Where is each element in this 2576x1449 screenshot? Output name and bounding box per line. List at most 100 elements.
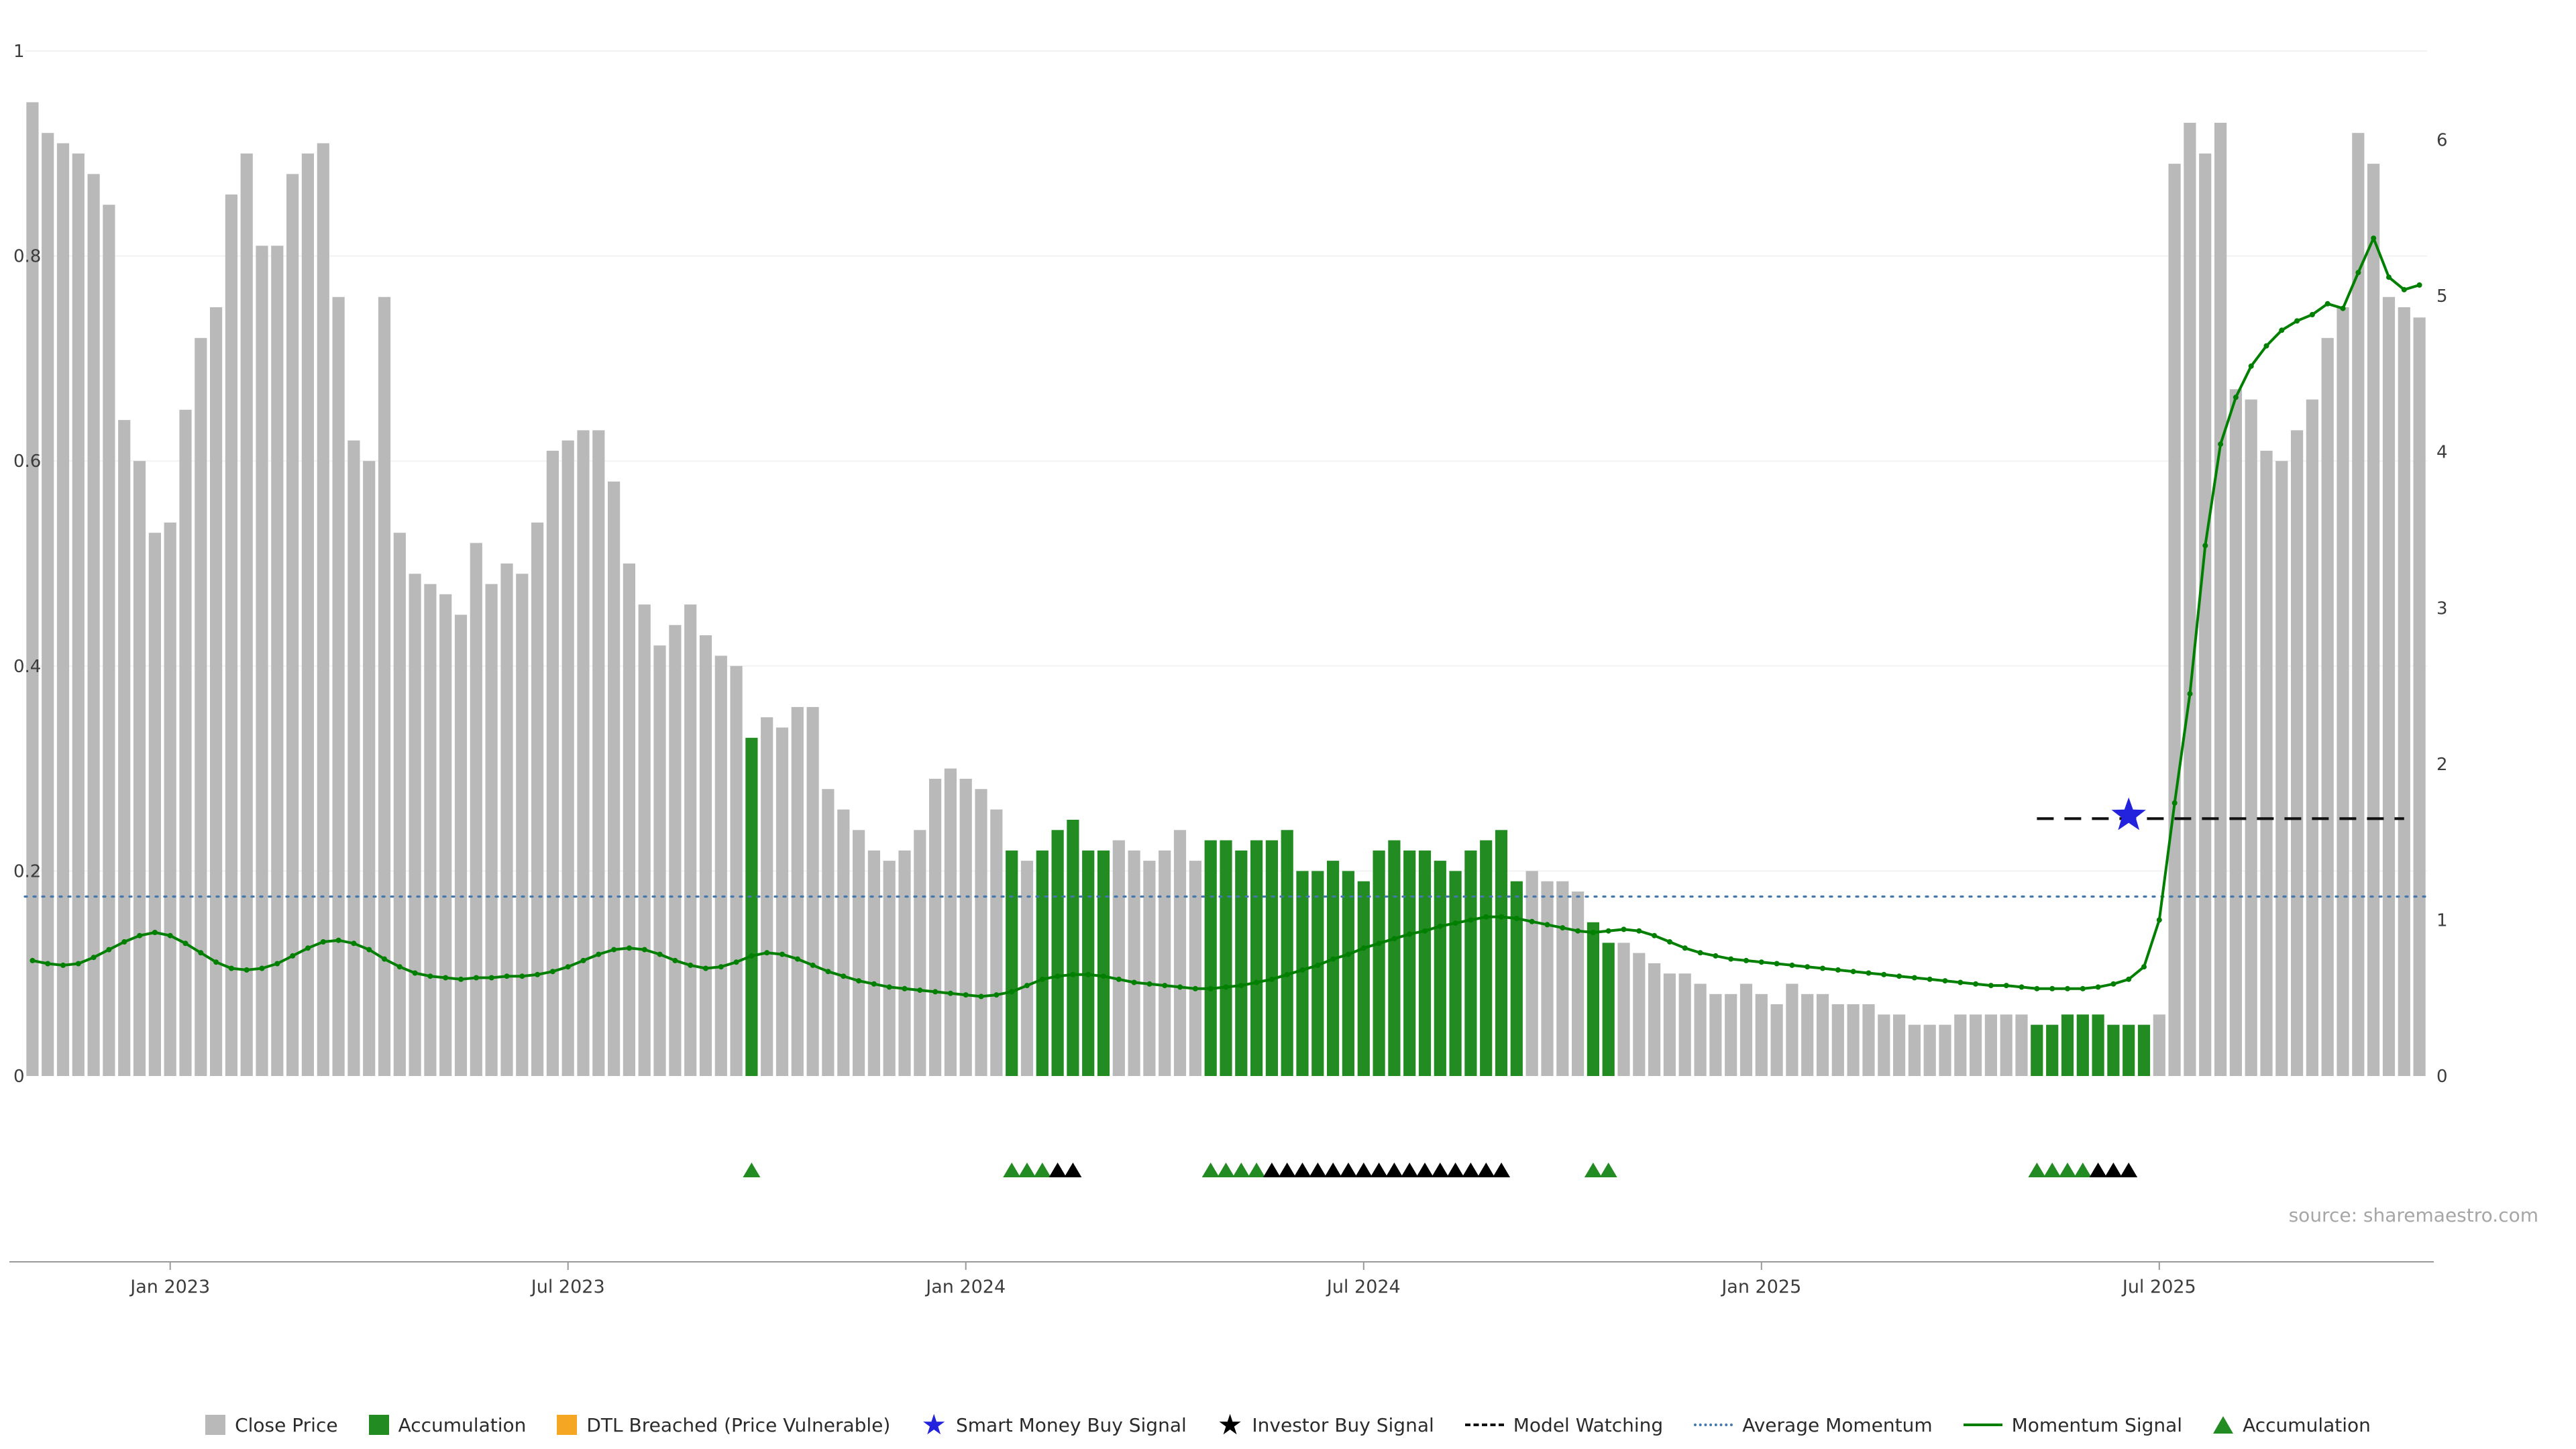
legend-label: Investor Buy Signal [1252,1413,1434,1436]
accumulation-bar [1220,840,1232,1076]
close-price-bar [148,533,161,1076]
momentum-signal-point [382,956,387,962]
close-price-bar [454,614,468,1076]
x-tick-label: Jan 2023 [129,1277,210,1297]
accumulation-bar [1418,850,1432,1076]
investor-triangle-icon [1049,1163,1067,1177]
legend-item-close-price: Close Price [205,1414,338,1436]
close-price-bar [332,297,345,1077]
close-price-bar [653,645,666,1076]
close-price-bar [2352,133,2365,1077]
left-axis-tick-label: 0.8 [13,247,41,267]
investor-triangle-icon [1263,1163,1281,1177]
momentum-signal-point [2110,981,2116,987]
close-price-bar [561,440,574,1076]
close-price-bar [623,564,635,1076]
accumulation-bar [1036,850,1049,1076]
accumulation-bar [1464,850,1477,1076]
accumulation-bar [1388,840,1401,1076]
accumulation-triangle-icon [2028,1163,2046,1177]
momentum-signal-point [1544,922,1550,928]
accumulation-triangle-icon [743,1163,761,1177]
accumulation-triangle-icon [1217,1163,1235,1177]
momentum-signal-point [1269,976,1275,982]
close-price-bar [1816,994,1829,1076]
investor-triangle-icon [1401,1163,1419,1177]
momentum-signal-point [152,930,158,935]
momentum-signal-point [2034,985,2040,991]
momentum-signal-point [2340,305,2346,311]
momentum-signal-point [30,957,36,963]
momentum-signal-point [2309,312,2315,317]
momentum-signal-point [2416,282,2422,288]
momentum-signal-point [1728,956,1734,962]
average-momentum-line-icon [1694,1424,1733,1426]
close-price-bar [837,809,850,1076]
close-price-bar [1648,963,1661,1076]
momentum-signal-point [274,961,280,967]
close-price-bar [929,778,942,1076]
investor-triangle-icon [1385,1163,1403,1177]
momentum-signal-point [672,957,678,963]
accumulation-bar [2046,1024,2059,1076]
close-price-bar [363,461,376,1076]
momentum-signal-point [488,975,494,981]
momentum-signal-point [1376,941,1382,947]
momentum-signal-point [2003,983,2009,989]
momentum-signal-point [519,973,525,979]
momentum-signal-point [1468,917,1474,923]
close-price-bar [2260,450,2273,1076]
close-price-bar [791,706,804,1076]
legend-item-investor-buy-signal: ★ Investor Buy Signal [1218,1411,1434,1439]
smart-money-star-icon [2111,797,2146,830]
momentum-signal-point [1024,983,1030,989]
close-price-bar [286,174,299,1076]
investor-triangle-icon [2120,1163,2138,1177]
accumulation-triangle-icon [2059,1163,2076,1177]
momentum-signal-point [1881,971,1887,977]
left-axis-tick-label: 0.6 [13,451,41,472]
close-price-bar [2382,297,2396,1077]
right-axis-tick-label: 2 [2436,755,2448,775]
legend-label: Accumulation [2243,1413,2371,1436]
close-price-bar [1633,953,1646,1076]
close-price-bar [990,809,1003,1076]
momentum-signal-point [60,962,66,968]
momentum-signal-point [1820,965,1825,971]
momentum-signal-point [1483,914,1489,920]
close-price-bar [72,153,85,1076]
momentum-signal-point [657,951,663,957]
momentum-signal-point [535,971,541,977]
close-price-bar [500,564,513,1076]
left-axis-tick-label: 0 [13,1067,25,1087]
momentum-signal-point [1942,978,1948,984]
momentum-signal-point [1682,945,1688,951]
legend-item-momentum-signal: Momentum Signal [1963,1414,2182,1436]
accumulation-bar [1602,943,1615,1076]
close-price-bar [1878,1014,1890,1076]
momentum-signal-point [1452,920,1458,926]
close-price-bar [1801,994,1814,1076]
momentum-signal-point [1360,945,1366,951]
investor-triangle-icon [1064,1163,1082,1177]
momentum-signal-point [320,939,326,945]
momentum-signal-point [1238,983,1244,989]
momentum-signal-point [994,992,1000,998]
momentum-signal-point [1605,928,1611,934]
close-price-bar [26,102,39,1076]
momentum-signal-point [2233,394,2239,400]
accumulation-triangle-icon [1232,1163,1250,1177]
momentum-signal-point [718,964,724,970]
momentum-signal-point [2065,985,2070,991]
accumulation-bar [2107,1024,2120,1076]
close-price-bar [2367,164,2380,1077]
momentum-signal-point [1513,916,1519,922]
momentum-signal-point [978,994,984,1000]
accumulation-bar [1510,881,1523,1076]
close-price-bar [1617,943,1630,1076]
momentum-signal-point [1988,983,1994,989]
momentum-signal-point [2355,270,2361,276]
chart-legend: Close Price Accumulation DTL Breached (Pri… [0,1403,2576,1446]
close-price-bar [2321,337,2334,1076]
momentum-signal-point [2202,543,2208,549]
